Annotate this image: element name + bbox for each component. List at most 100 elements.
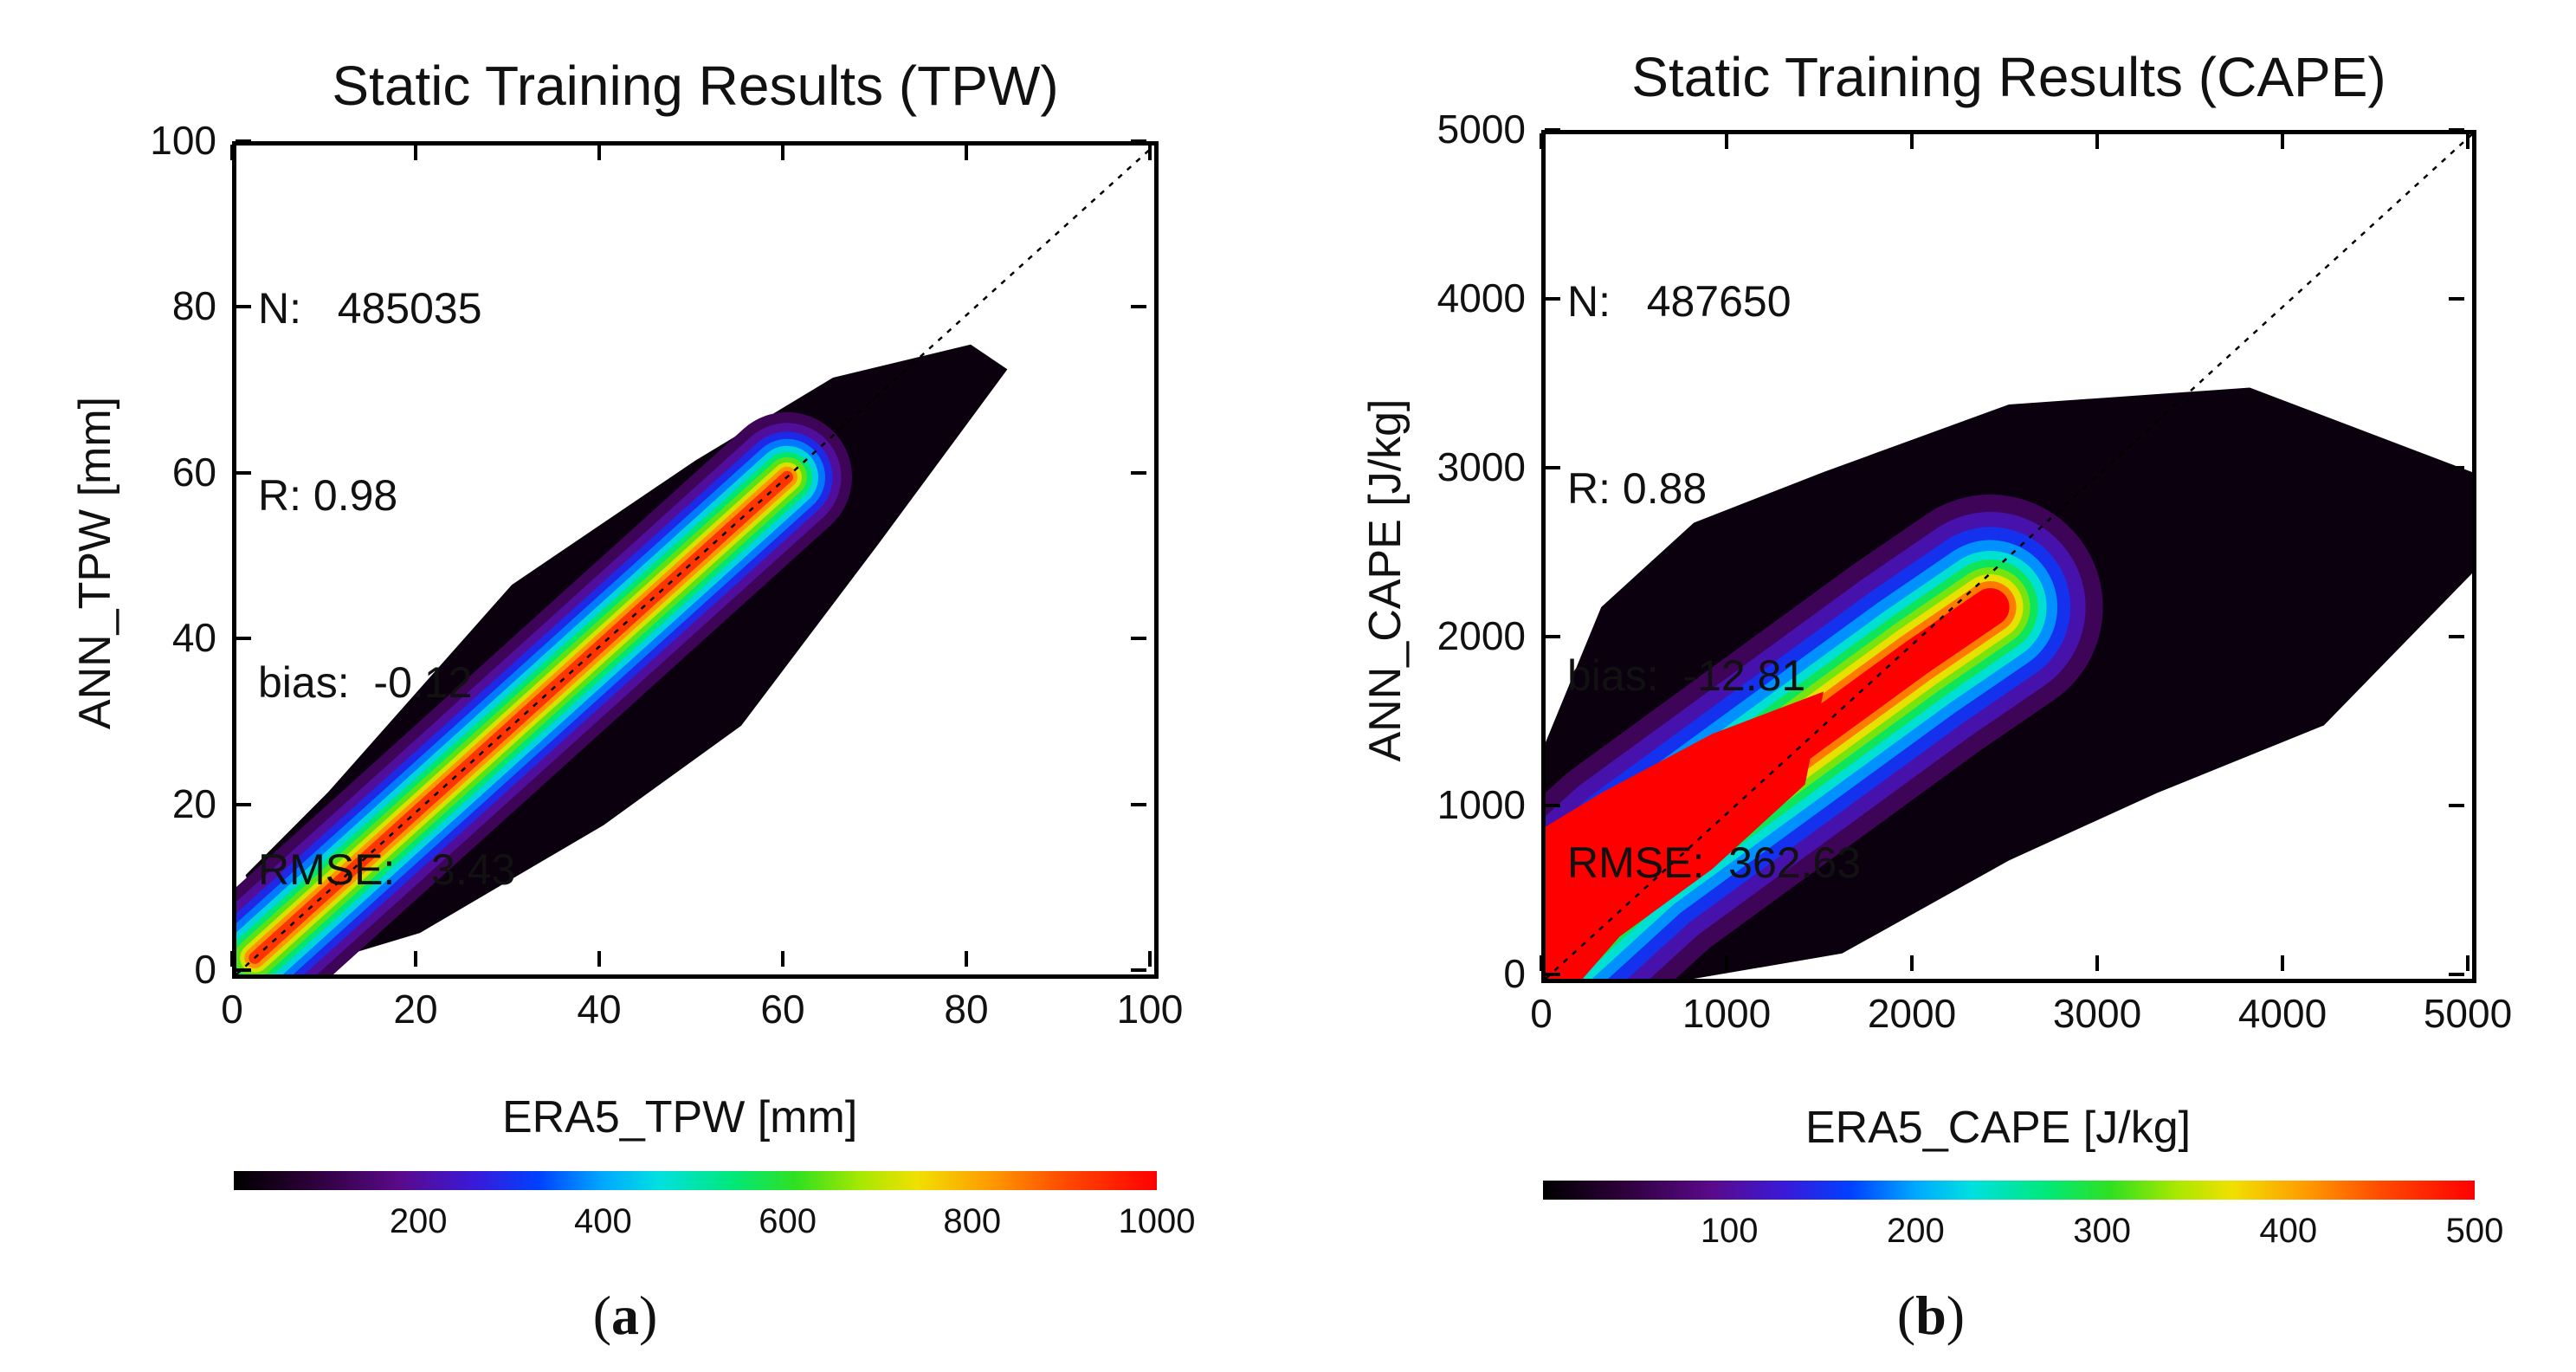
y-tick-label-b-3: 3000 [1436,444,1526,489]
plot-area-a [232,141,1159,979]
y-tick-label-a-1: 20 [171,780,216,826]
colorbar-tick-a-2: 600 [759,1202,817,1240]
stat-row-r-a: R: 0.98 [258,471,398,520]
stat-row-n-b: N: 487650 [1567,277,1792,326]
x-axis-label-a: ERA5_TPW [mm] [502,1092,858,1142]
colorbar-tick-b-3: 400 [2259,1212,2318,1250]
x-tick-label-b-5: 5000 [2423,991,2513,1036]
x-tick-label-a-5: 100 [1116,987,1184,1032]
chart-title-a: Static Training Results (TPW) [332,55,1059,117]
colorbar-tick-b-1: 200 [1887,1212,1945,1250]
y-tick-mark-a-right-1 [1131,802,1146,806]
y-tick-label-b-2: 2000 [1436,613,1526,658]
density-heatmap-a [236,146,1154,974]
y-tick-mark-a-left-5 [236,139,251,143]
x-tick-label-b-1: 1000 [1682,991,1772,1036]
x-tick-mark-a-top-2 [597,145,601,160]
colorbar-b [1543,1181,2475,1200]
y-tick-mark-a-right-0 [1131,968,1146,972]
x-tick-mark-a-top-3 [781,145,784,160]
y-tick-mark-a-left-2 [236,637,251,641]
colorbar-tick-a-4: 1000 [1118,1202,1196,1240]
y-tick-mark-b-left-5 [1545,128,1560,132]
y-tick-mark-b-left-4 [1545,297,1560,301]
x-tick-mark-a-bottom-5 [1148,951,1152,967]
y-tick-mark-a-right-5 [1131,139,1146,143]
x-tick-label-a-0: 0 [221,987,243,1032]
y-tick-label-b-4: 4000 [1436,275,1526,320]
x-tick-label-b-0: 0 [1530,991,1553,1036]
y-tick-mark-b-right-3 [2449,466,2464,469]
y-tick-label-b-1: 1000 [1436,782,1526,827]
y-tick-mark-b-right-4 [2449,297,2464,301]
colorbar-tick-a-3: 800 [943,1202,1002,1240]
x-tick-mark-b-top-5 [2466,133,2469,149]
x-tick-mark-b-bottom-3 [2095,955,2099,971]
y-tick-label-a-0: 0 [194,947,216,992]
stat-row-r-b: R: 0.88 [1567,464,1708,513]
x-tick-mark-a-bottom-2 [597,951,601,967]
x-tick-mark-b-bottom-1 [1725,955,1728,971]
x-tick-mark-a-bottom-0 [230,951,234,967]
y-tick-label-a-2: 40 [171,615,216,661]
x-tick-label-a-1: 20 [393,987,438,1032]
y-tick-mark-a-left-1 [236,802,251,806]
y-tick-mark-b-left-0 [1545,973,1560,976]
x-tick-mark-b-top-2 [1910,133,1914,149]
x-tick-mark-a-top-5 [1148,145,1152,160]
y-tick-mark-a-right-4 [1131,305,1146,309]
x-tick-mark-a-top-4 [965,145,968,160]
stat-row-bias-a: bias: -0.12 [258,658,473,707]
x-tick-mark-b-bottom-5 [2466,955,2469,971]
colorbar-tick-b-2: 300 [2073,1212,2131,1250]
x-tick-mark-b-bottom-0 [1540,955,1543,971]
y-tick-label-a-4: 80 [171,283,216,329]
x-tick-mark-b-top-4 [2281,133,2284,149]
colorbar-tick-a-1: 400 [574,1202,632,1240]
x-tick-mark-b-top-3 [2095,133,2099,149]
x-tick-mark-b-bottom-4 [2281,955,2284,971]
y-tick-mark-b-left-1 [1545,804,1560,807]
y-tick-mark-b-left-2 [1545,635,1560,638]
y-tick-label-b-5: 5000 [1436,107,1526,152]
x-tick-mark-a-top-1 [414,145,417,160]
colorbar-tick-b-4: 500 [2445,1212,2504,1250]
x-axis-label-b: ERA5_CAPE [J/kg] [1805,1103,2192,1153]
y-tick-mark-a-right-2 [1131,637,1146,641]
x-tick-label-a-3: 60 [760,987,805,1032]
y-tick-mark-b-right-2 [2449,635,2464,638]
colorbar-tick-a-0: 200 [389,1202,448,1240]
x-tick-mark-b-top-0 [1540,133,1543,149]
stat-row-rmse-b: RMSE: 362.63 [1567,838,1862,887]
x-tick-label-a-2: 40 [577,987,622,1032]
y-tick-mark-a-right-3 [1131,470,1146,475]
x-tick-label-a-4: 80 [944,987,989,1032]
x-tick-label-b-3: 3000 [2052,991,2142,1036]
y-tick-label-a-5: 100 [150,118,216,163]
y-tick-mark-a-left-3 [236,470,251,475]
panel-label-b: (b) [1896,1285,1966,1346]
density-core-b [1546,691,1824,979]
x-tick-mark-a-top-0 [230,145,234,160]
x-tick-mark-a-bottom-3 [781,951,784,967]
y-axis-label-a: ANN_TPW [mm] [70,396,120,730]
stat-row-n-a: N: 485035 [258,284,482,333]
y-tick-mark-b-left-3 [1545,466,1560,469]
y-axis-label-b: ANN_CAPE [J/kg] [1360,398,1411,762]
x-tick-mark-a-bottom-1 [414,951,417,967]
stats-block-a: N: 485035 R: 0.98 bias: -0.12 RMSE: 3.43 [258,152,515,1026]
y-tick-mark-a-left-4 [236,305,251,309]
density-heatmap-b [1546,134,2472,979]
panel-label-a: (a) [592,1285,658,1346]
x-tick-label-b-2: 2000 [1867,991,1957,1036]
x-tick-mark-b-bottom-2 [1910,955,1914,971]
y-tick-mark-a-left-0 [236,968,251,972]
colorbar-tick-b-0: 100 [1700,1212,1759,1250]
stats-block-b: N: 487650 R: 0.88 bias: -12.81 RMSE: 362… [1567,146,1861,1019]
y-tick-mark-b-right-1 [2449,804,2464,807]
plot-area-b [1541,130,2476,983]
y-tick-mark-b-right-5 [2449,128,2464,132]
y-tick-mark-b-right-0 [2449,973,2464,976]
y-tick-label-a-3: 60 [171,449,216,495]
chart-title-b: Static Training Results (CAPE) [1631,46,2386,108]
